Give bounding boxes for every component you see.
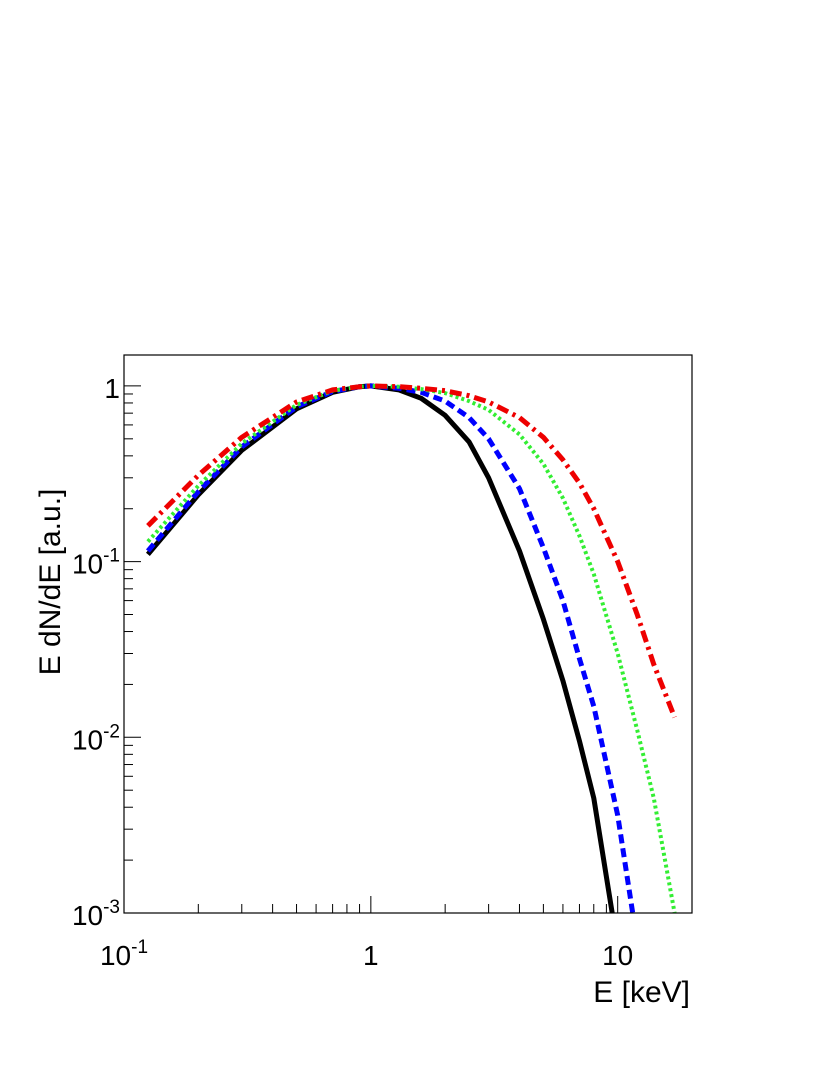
y-tick-label: 10-2 [72,721,120,755]
y-tick-label: 10-1 [72,546,120,580]
ticks [123,385,693,914]
plot-series [145,383,677,914]
x-tick-label: 10-1 [100,937,148,971]
series-line-1 [145,383,615,914]
series-line-2 [145,383,636,914]
series-line-3 [146,383,677,914]
x-tick-label: 10 [602,940,633,971]
x-axis-title: E [keV] [593,976,690,1009]
y-tick-label: 10-3 [72,897,120,931]
series-line-4 [146,383,677,719]
y-tick-label: 1 [104,373,120,404]
tick-labels: 10-1 1 10 10-3 10-2 10-1 1 [72,373,633,971]
x-tick-label: 1 [363,940,379,971]
plot-frame [123,354,693,914]
y-axis-title: E dN/dE [a.u.] [34,489,67,676]
